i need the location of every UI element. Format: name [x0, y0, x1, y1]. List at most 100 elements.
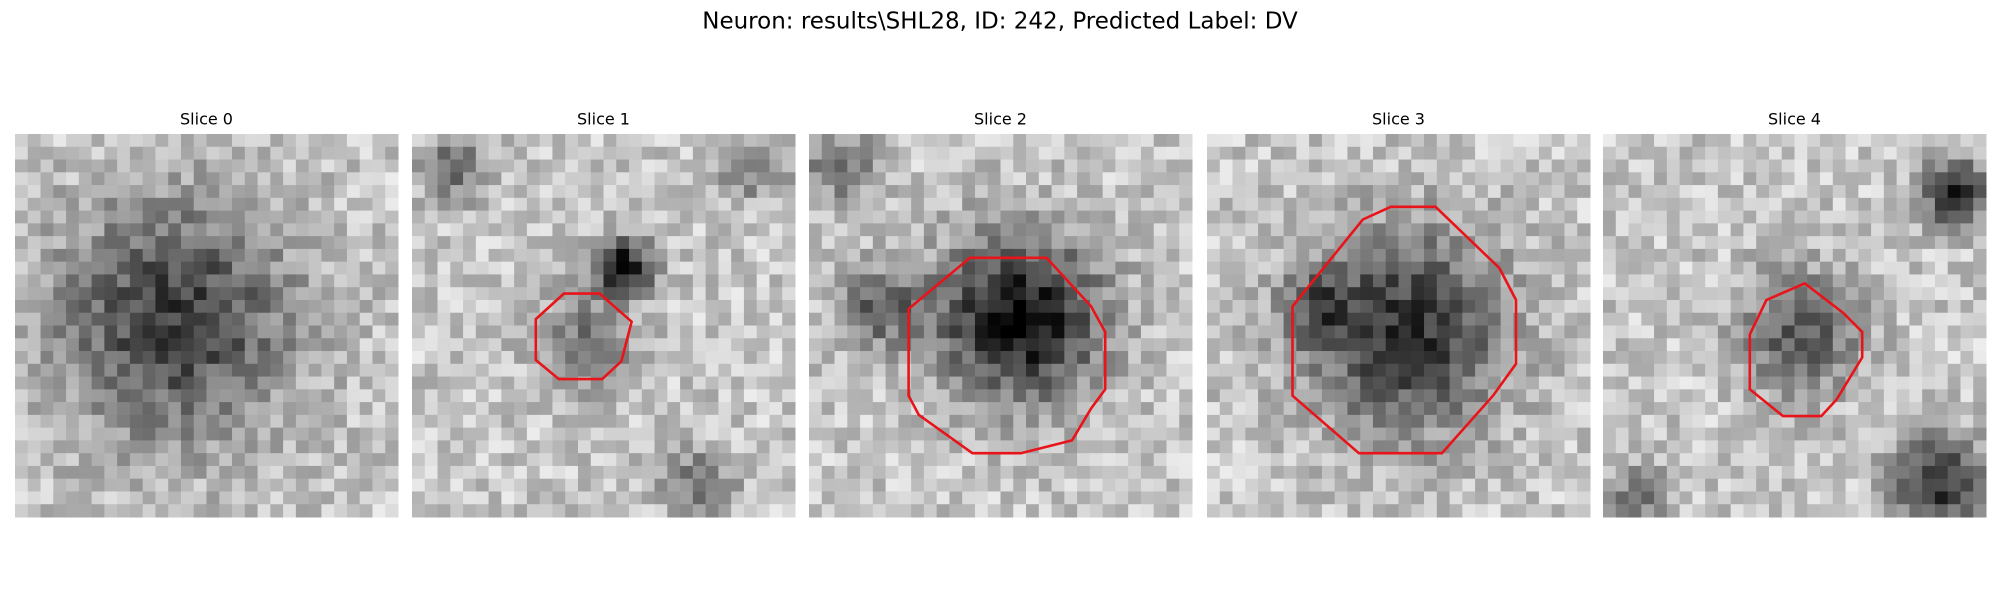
- pixel: [1064, 312, 1078, 326]
- pixel: [437, 491, 451, 505]
- pixel: [53, 453, 67, 467]
- pixel: [962, 146, 976, 161]
- pixel: [450, 478, 464, 492]
- pixel: [847, 491, 861, 505]
- pixel: [1334, 185, 1348, 199]
- pixel: [526, 478, 541, 492]
- pixel: [1947, 363, 1961, 378]
- pixel: [1551, 236, 1565, 250]
- pixel: [1462, 504, 1476, 518]
- pixel: [526, 427, 541, 441]
- pixel: [692, 210, 707, 224]
- pixel: [104, 159, 118, 173]
- pixel: [295, 376, 310, 390]
- pixel: [1513, 223, 1527, 237]
- pixel: [1641, 146, 1655, 161]
- pixel: [1385, 210, 1399, 224]
- pixel: [193, 261, 207, 275]
- pixel: [1500, 389, 1514, 403]
- pixel: [180, 248, 195, 263]
- pixel: [463, 351, 477, 365]
- pixel: [1270, 236, 1285, 250]
- pixel: [654, 414, 668, 429]
- pixel: [1153, 465, 1167, 480]
- pixel: [1334, 427, 1348, 441]
- pixel: [372, 197, 386, 212]
- pixel: [962, 210, 976, 224]
- pixel: [1730, 453, 1744, 467]
- pixel: [1166, 491, 1180, 505]
- pixel: [463, 248, 477, 263]
- pixel: [1270, 504, 1285, 518]
- pixel: [475, 210, 490, 224]
- pixel: [385, 504, 399, 518]
- pixel: [769, 287, 783, 301]
- pixel: [1258, 414, 1272, 429]
- pixel: [1858, 146, 1872, 161]
- pixel: [1513, 172, 1527, 186]
- pixel: [1026, 159, 1040, 173]
- pixel: [1730, 248, 1744, 263]
- pixel: [923, 491, 938, 505]
- pixel: [1309, 389, 1323, 403]
- pixel: [142, 465, 156, 480]
- pixel: [1207, 504, 1221, 518]
- pixel: [1270, 325, 1285, 339]
- pixel: [1026, 312, 1040, 326]
- pixel: [1845, 146, 1859, 161]
- pixel: [475, 351, 490, 365]
- pixel: [743, 338, 758, 352]
- pixel: [526, 440, 541, 454]
- pixel: [91, 197, 105, 212]
- pixel: [1089, 274, 1104, 288]
- pixel: [1270, 363, 1285, 378]
- pixel: [641, 299, 656, 314]
- pixel: [834, 465, 848, 480]
- pixel: [1102, 236, 1116, 250]
- pixel: [1641, 210, 1655, 224]
- pixel: [78, 248, 93, 263]
- pixel: [936, 248, 950, 263]
- pixel: [40, 248, 54, 263]
- pixel: [1270, 402, 1285, 416]
- pixel: [168, 274, 182, 288]
- pixel: [219, 504, 233, 518]
- pixel: [1051, 159, 1065, 173]
- pixel: [1973, 172, 1987, 186]
- pixel: [885, 159, 899, 173]
- pixel: [1909, 210, 1923, 224]
- pixel: [155, 172, 169, 186]
- pixel: [15, 376, 29, 390]
- pixel: [577, 453, 592, 467]
- pixel: [911, 172, 925, 186]
- pixel: [1128, 491, 1142, 505]
- pixel: [1513, 248, 1527, 263]
- pixel: [1462, 248, 1476, 263]
- pixel: [1500, 261, 1514, 275]
- pixel: [1947, 223, 1961, 237]
- pixel: [705, 210, 719, 224]
- pixel: [539, 159, 553, 173]
- pixel: [1334, 325, 1348, 339]
- pixel: [424, 299, 439, 314]
- pixel: [1077, 504, 1091, 518]
- pixel: [1013, 185, 1027, 199]
- pixel: [66, 351, 80, 365]
- pixel: [437, 402, 451, 416]
- pixel: [1219, 146, 1234, 161]
- pixel: [1679, 287, 1693, 301]
- pixel: [91, 210, 105, 224]
- pixel: [488, 287, 502, 301]
- pixel: [346, 261, 361, 275]
- pixel: [552, 312, 566, 326]
- pixel: [1564, 197, 1578, 212]
- pixel: [1705, 261, 1719, 275]
- pixel: [616, 389, 630, 403]
- pixel: [1564, 440, 1578, 454]
- pixel: [1232, 427, 1246, 441]
- pixel: [1449, 197, 1463, 212]
- pixel: [1424, 236, 1438, 250]
- pixel: [1347, 210, 1361, 224]
- pixel: [1717, 338, 1732, 352]
- pixel: [1102, 414, 1116, 429]
